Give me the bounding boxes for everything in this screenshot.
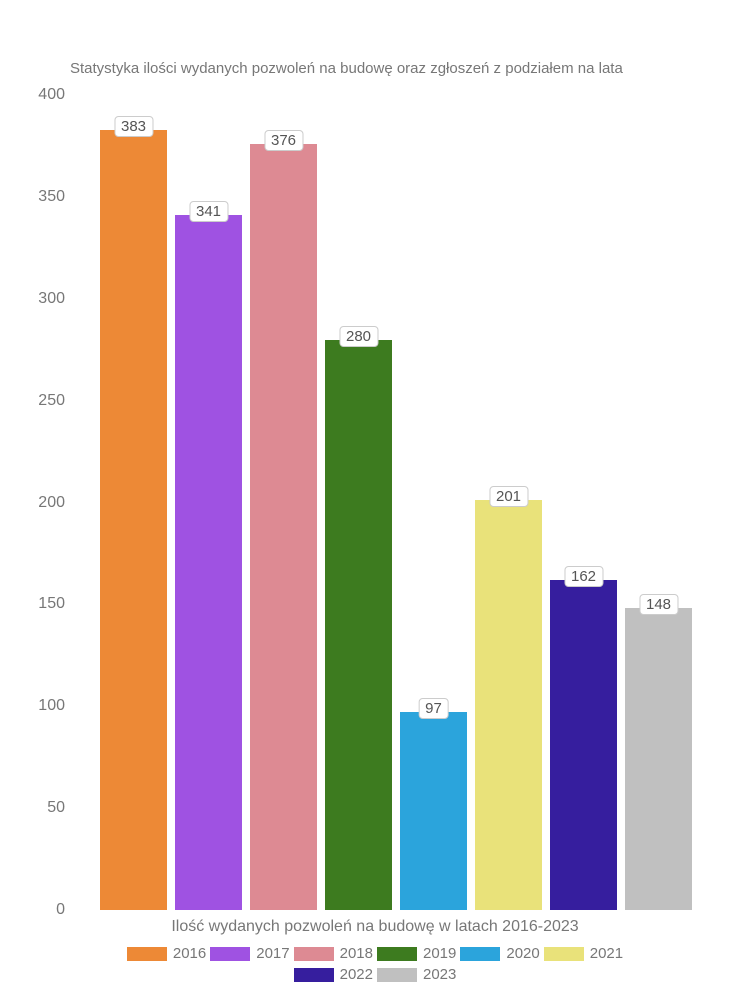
legend-label: 2022	[340, 966, 373, 983]
legend-item-2018: 2018	[294, 945, 373, 962]
bar-value-label: 162	[564, 566, 603, 587]
legend-label: 2023	[423, 966, 456, 983]
y-tick: 150	[38, 595, 65, 613]
chart-title: Statystyka ilości wydanych pozwoleń na b…	[70, 60, 623, 77]
legend-label: 2016	[173, 945, 206, 962]
chart-container: Statystyka ilości wydanych pozwoleń na b…	[0, 0, 750, 1000]
legend-swatch	[460, 947, 500, 961]
y-tick: 300	[38, 290, 65, 308]
bar-value-label: 280	[339, 326, 378, 347]
legend-item-2020: 2020	[460, 945, 539, 962]
y-tick: 350	[38, 188, 65, 206]
y-tick: 0	[56, 901, 65, 919]
bar-value-label: 376	[264, 130, 303, 151]
legend-swatch	[210, 947, 250, 961]
bar-value-label: 383	[114, 116, 153, 137]
y-tick: 100	[38, 697, 65, 715]
bar-2022: 162	[550, 580, 617, 910]
bar-value-label: 97	[418, 698, 449, 719]
legend-label: 2019	[423, 945, 456, 962]
legend-row: 2016 2017 2018 2019 2020 2021	[0, 945, 750, 962]
legend-swatch	[294, 947, 334, 961]
legend-item-2017: 2017	[210, 945, 289, 962]
legend-swatch	[127, 947, 167, 961]
legend-swatch	[294, 968, 334, 982]
y-tick: 400	[38, 86, 65, 104]
legend-label: 2020	[506, 945, 539, 962]
legend-label: 2021	[590, 945, 623, 962]
legend-item-2023: 2023	[377, 966, 456, 983]
bar-2021: 201	[475, 500, 542, 910]
legend-swatch	[544, 947, 584, 961]
bar-2023: 148	[625, 608, 692, 910]
bar-value-label: 341	[189, 201, 228, 222]
y-tick: 200	[38, 494, 65, 512]
x-axis-label: Ilość wydanych pozwoleń na budowę w lata…	[0, 918, 750, 936]
bar-2020: 97	[400, 712, 467, 910]
legend: 2016 2017 2018 2019 2020 2021 2022 2023	[0, 945, 750, 987]
bar-2018: 376	[250, 144, 317, 910]
bar-2017: 341	[175, 215, 242, 910]
y-tick: 250	[38, 392, 65, 410]
legend-item-2016: 2016	[127, 945, 206, 962]
legend-item-2021: 2021	[544, 945, 623, 962]
bars-group: 38334137628097201162148	[100, 95, 710, 910]
y-tick: 50	[47, 799, 65, 817]
y-axis: 050100150200250300350400	[0, 95, 75, 910]
legend-label: 2018	[340, 945, 373, 962]
legend-row: 2022 2023	[0, 966, 750, 983]
legend-swatch	[377, 968, 417, 982]
bar-2016: 383	[100, 130, 167, 910]
legend-label: 2017	[256, 945, 289, 962]
bar-value-label: 148	[639, 594, 678, 615]
legend-swatch	[377, 947, 417, 961]
bar-2019: 280	[325, 340, 392, 911]
legend-item-2022: 2022	[294, 966, 373, 983]
legend-item-2019: 2019	[377, 945, 456, 962]
bar-value-label: 201	[489, 486, 528, 507]
